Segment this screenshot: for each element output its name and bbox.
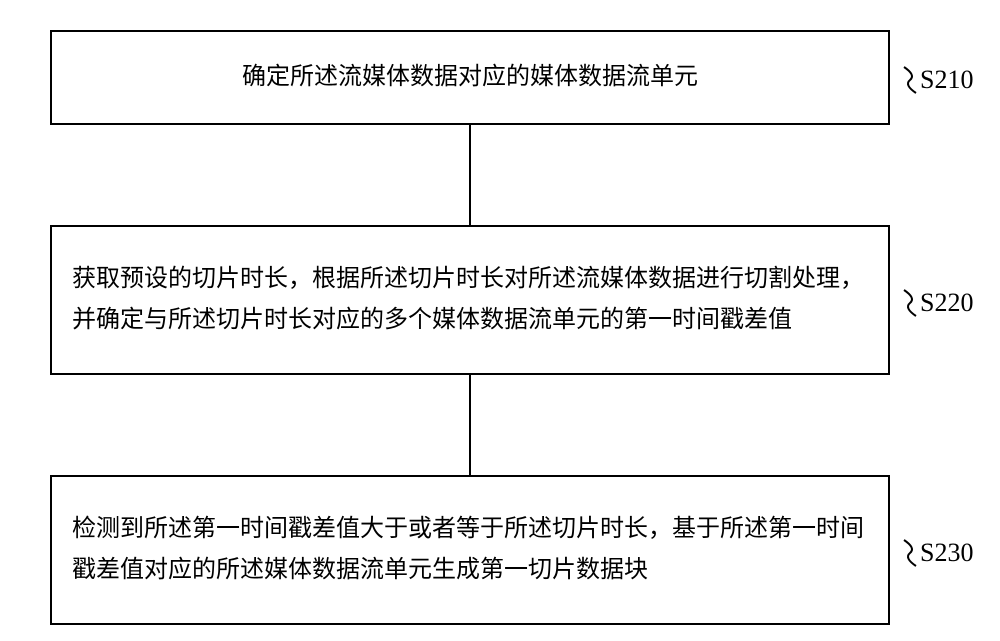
flow-label-3-text: S230 xyxy=(920,538,973,567)
flow-node-1: 确定所述流媒体数据对应的媒体数据流单元 xyxy=(50,30,890,125)
flow-edge-2-3 xyxy=(469,375,471,475)
flow-label-1-text: S210 xyxy=(920,65,973,94)
flowchart-canvas: 确定所述流媒体数据对应的媒体数据流单元 S210 获取预设的切片时长，根据所述切… xyxy=(0,0,1000,641)
flow-label-1: S210 xyxy=(902,63,973,95)
flow-node-2-text: 获取预设的切片时长，根据所述切片时长对所述流媒体数据进行切割处理，并确定与所述切… xyxy=(72,259,868,341)
flow-node-1-text: 确定所述流媒体数据对应的媒体数据流单元 xyxy=(242,57,698,98)
flow-label-2: S220 xyxy=(902,286,973,318)
flow-node-3: 检测到所述第一时间戳差值大于或者等于所述切片时长，基于所述第一时间戳差值对应的所… xyxy=(50,475,890,625)
flow-label-3: S230 xyxy=(902,536,973,568)
flow-edge-1-2 xyxy=(469,125,471,225)
flow-label-2-text: S220 xyxy=(920,288,973,317)
flow-node-3-text: 检测到所述第一时间戳差值大于或者等于所述切片时长，基于所述第一时间戳差值对应的所… xyxy=(72,509,868,591)
flow-node-2: 获取预设的切片时长，根据所述切片时长对所述流媒体数据进行切割处理，并确定与所述切… xyxy=(50,225,890,375)
